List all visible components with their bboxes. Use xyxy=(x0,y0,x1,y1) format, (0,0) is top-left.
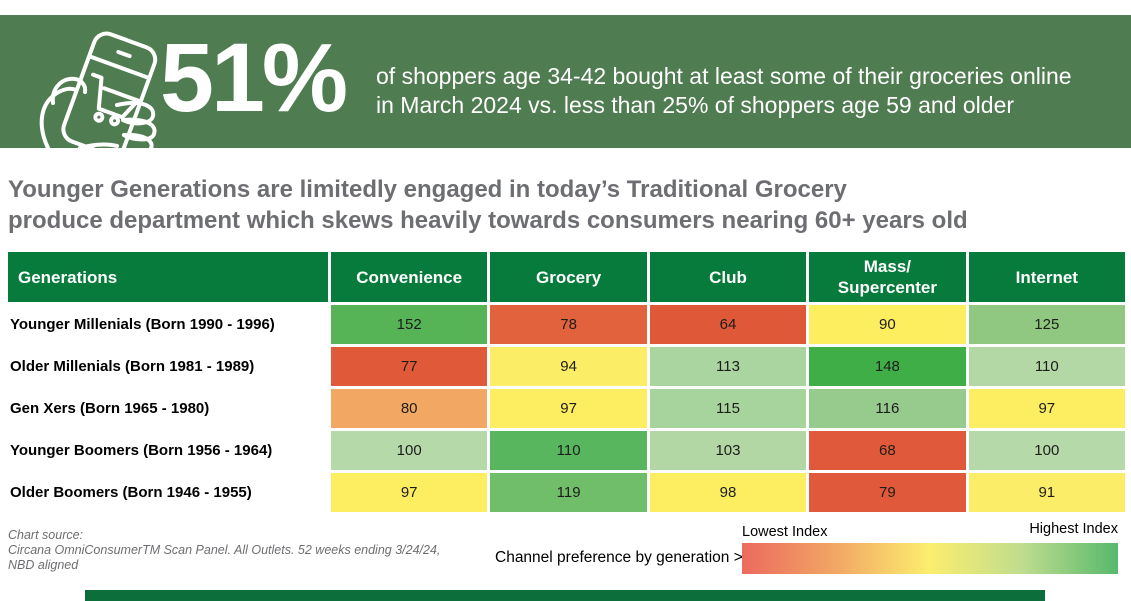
table-row: Gen Xers (Born 1965 - 1980) 80 97 115 116 97 xyxy=(8,389,1125,428)
headline-line1: Younger Generations are limitedly engage… xyxy=(8,176,847,203)
heatmap-cell: 97 xyxy=(490,389,647,428)
source-line2: Circana OmniConsumerTM Scan Panel. All O… xyxy=(8,543,441,557)
heatmap-cell: 79 xyxy=(809,473,966,512)
heatmap-cell: 100 xyxy=(331,431,488,470)
column-header: Club xyxy=(649,252,807,302)
row-label: Older Boomers (Born 1946 - 1955) xyxy=(8,473,328,512)
row-label: Younger Millenials (Born 1990 - 1996) xyxy=(8,305,328,344)
heatmap-cell: 119 xyxy=(490,473,647,512)
heatmap-cell: 116 xyxy=(809,389,966,428)
stat-description: of shoppers age 34-42 bought at least so… xyxy=(376,62,1072,120)
heatmap-cell: 110 xyxy=(490,431,647,470)
heatmap-cell: 64 xyxy=(649,305,807,344)
table-row: Younger Millenials (Born 1990 - 1996) 152… xyxy=(8,305,1125,344)
stat-description-line2: in March 2024 vs. less than 25% of shopp… xyxy=(376,92,1015,118)
stat-banner: 51% of shoppers age 34-42 bought at leas… xyxy=(0,15,1131,148)
heatmap-cell: 113 xyxy=(649,347,807,386)
heatmap-cell: 97 xyxy=(968,389,1125,428)
headline-line2: produce department which skews heavily t… xyxy=(8,207,968,234)
column-header: Convenience xyxy=(331,252,488,302)
legend-highest-label: Highest Index xyxy=(1029,521,1118,537)
heatmap-cell: 98 xyxy=(649,473,807,512)
heatmap-cell: 94 xyxy=(490,347,647,386)
column-header: Grocery xyxy=(490,252,647,302)
table-row: Older Millenials (Born 1981 - 1989) 77 94 1… xyxy=(8,347,1125,386)
heatmap-cell: 125 xyxy=(968,305,1125,344)
heatmap-cell: 90 xyxy=(809,305,966,344)
row-label: Younger Boomers (Born 1956 - 1964) xyxy=(8,431,328,470)
table-row: Older Boomers (Born 1946 - 1955) 97 119 98 7… xyxy=(8,473,1125,512)
legend-gradient-bar xyxy=(742,543,1118,574)
column-header-generations: Generations xyxy=(8,252,328,302)
heatmap-cell: 103 xyxy=(649,431,807,470)
heatmap-cell: 110 xyxy=(968,347,1125,386)
source-line3: NBD aligned xyxy=(8,558,79,572)
hand-phone-shopping-cart-icon xyxy=(39,31,158,148)
heatmap-table: Generations Convenience Grocery Club Mass/Su… xyxy=(8,252,1125,515)
stat-value: 51% xyxy=(160,23,348,132)
bottom-bar xyxy=(85,590,1045,601)
heatmap-cell: 80 xyxy=(331,389,488,428)
source-note: Chart source: Circana OmniConsumerTM Sca… xyxy=(8,528,440,573)
heatmap-cell: 100 xyxy=(968,431,1125,470)
table-row: Younger Boomers (Born 1956 - 1964) 100 110… xyxy=(8,431,1125,470)
heatmap-cell: 78 xyxy=(490,305,647,344)
heatmap-cell: 152 xyxy=(331,305,488,344)
stat-description-line1: of shoppers age 34-42 bought at least so… xyxy=(376,63,1072,89)
heatmap-cell: 148 xyxy=(809,347,966,386)
column-header: Internet xyxy=(968,252,1125,302)
heatmap-cell: 77 xyxy=(331,347,488,386)
headline: Younger Generations are limitedly engage… xyxy=(8,174,968,236)
heatmap-cell: 91 xyxy=(968,473,1125,512)
heatmap-cell: 115 xyxy=(649,389,807,428)
legend-lowest-label: Lowest Index xyxy=(742,524,828,540)
column-header: Mass/Supercenter xyxy=(809,252,966,302)
row-label: Older Millenials (Born 1981 - 1989) xyxy=(8,347,328,386)
table-header-row: Generations Convenience Grocery Club Mass/Su… xyxy=(8,252,1125,302)
row-label: Gen Xers (Born 1965 - 1980) xyxy=(8,389,328,428)
heatmap-cell: 68 xyxy=(809,431,966,470)
source-line1: Chart source: xyxy=(8,528,84,542)
heatmap-cell: 97 xyxy=(331,473,488,512)
legend-caption: Channel preference by generation > xyxy=(495,549,743,566)
